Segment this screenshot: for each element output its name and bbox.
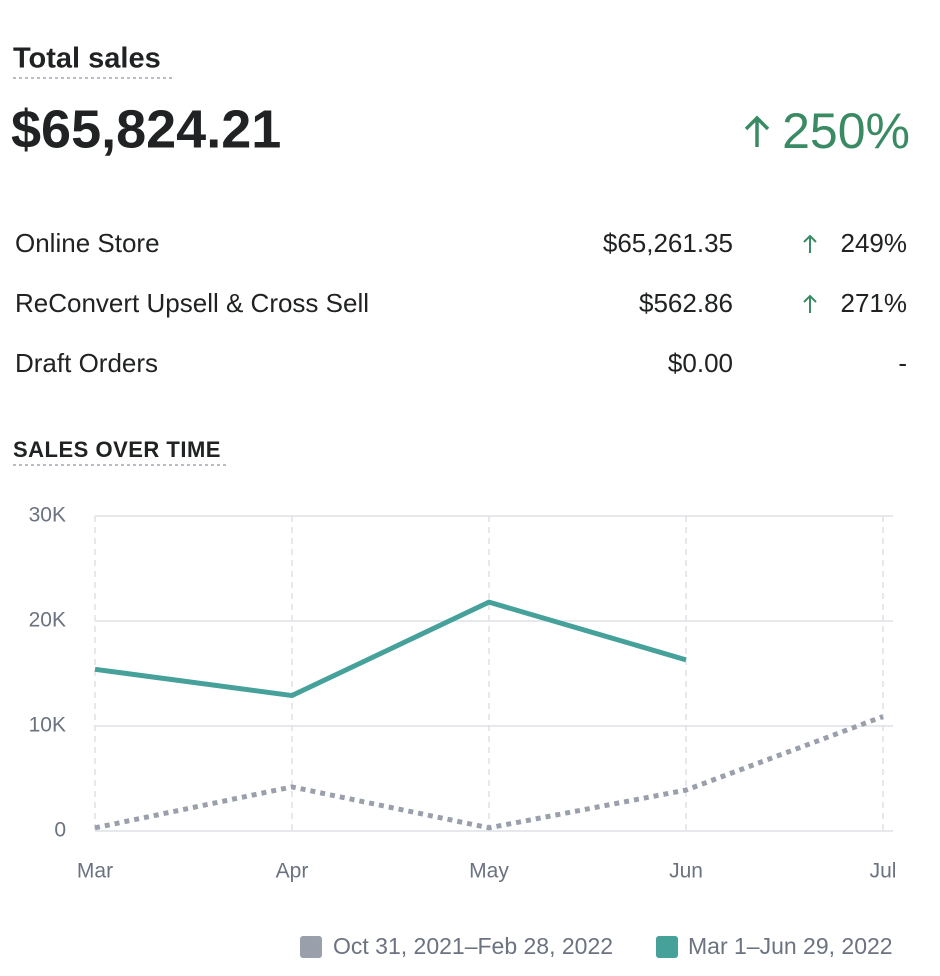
legend-swatch xyxy=(656,936,678,958)
up-arrow xyxy=(803,234,817,253)
channel-name: Online Store xyxy=(15,228,160,258)
channel-amount: $562.86 xyxy=(639,288,733,318)
legend-swatch xyxy=(300,936,322,958)
up-arrow xyxy=(744,115,770,147)
channel-change: - xyxy=(898,348,907,378)
y-tick-label: 30K xyxy=(29,504,66,527)
chart-title: SALES OVER TIME xyxy=(13,437,221,462)
total-change: 250% xyxy=(782,103,910,159)
channel-name: Draft Orders xyxy=(15,348,158,378)
channel-amount: $0.00 xyxy=(668,348,733,378)
series-line xyxy=(94,714,884,831)
series-line xyxy=(94,599,687,699)
y-tick-label: 0 xyxy=(54,819,66,842)
legend-label: Oct 31, 2021–Feb 28, 2022 xyxy=(333,933,613,959)
y-tick-label: 20K xyxy=(29,609,66,632)
total-value: $65,824.21 xyxy=(11,99,281,159)
x-tick-label: Apr xyxy=(276,860,309,883)
channel-name: ReConvert Upsell & Cross Sell xyxy=(15,288,369,318)
x-tick-label: Mar xyxy=(77,860,113,883)
channel-amount: $65,261.35 xyxy=(603,228,733,258)
card-title: Total sales xyxy=(13,43,161,75)
x-tick-label: May xyxy=(469,860,509,883)
channel-change: 249% xyxy=(841,228,908,258)
legend-label: Mar 1–Jun 29, 2022 xyxy=(688,933,893,959)
channel-change: 271% xyxy=(841,288,908,318)
x-tick-label: Jun xyxy=(669,860,703,883)
y-tick-label: 10K xyxy=(29,714,66,737)
up-arrow xyxy=(803,294,817,313)
x-tick-label: Jul xyxy=(870,860,897,883)
